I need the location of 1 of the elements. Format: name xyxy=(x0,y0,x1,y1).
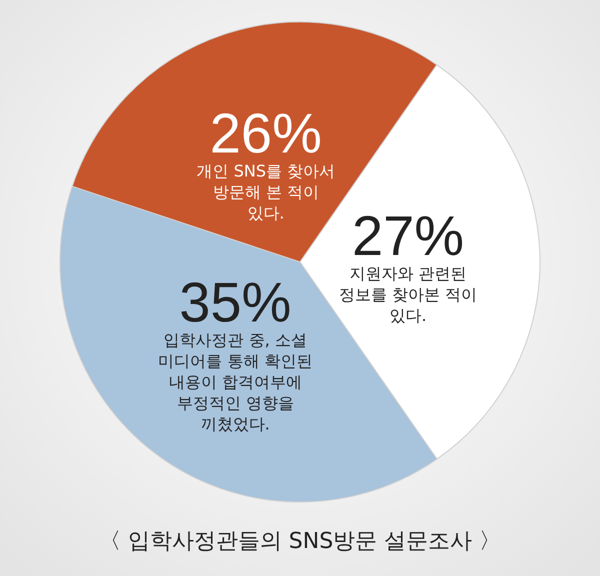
text: 〈 입학사정관들의 SNS방문 설문조사 〉 xyxy=(98,529,502,554)
